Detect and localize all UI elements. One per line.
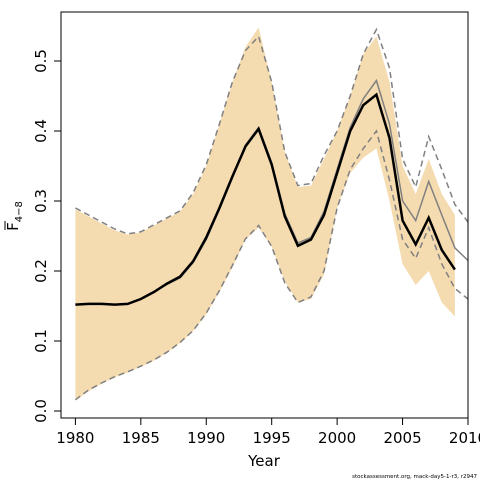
y-tick-label: 0.0 <box>32 399 50 423</box>
previous-upper-ci-line <box>75 27 469 235</box>
plot-frame <box>60 11 469 419</box>
footnote: stockassessment.org, mack-day5-1-r3, r29… <box>352 474 477 480</box>
x-tick-label: 2000 <box>318 429 356 447</box>
y-axis-title-sub: 4−8 <box>14 201 25 222</box>
x-tick-label: 1995 <box>253 429 291 447</box>
x-tick-label: 1985 <box>122 429 160 447</box>
y-tick-label: 0.1 <box>32 329 50 353</box>
x-axis-title: Year <box>247 452 281 470</box>
previous-lower-ci-line <box>74 129 469 401</box>
y-tick-label: 0.5 <box>32 49 50 73</box>
y-tick-label: 0.4 <box>32 119 50 143</box>
y-tick-label: 0.3 <box>32 189 50 213</box>
y-tick-label: 0.2 <box>32 259 50 283</box>
estimate-line <box>75 92 456 306</box>
svg-text:F4−8: F4−8 <box>4 201 25 231</box>
y-axis-title: F4−8 <box>4 201 25 231</box>
x-tick-label: 1990 <box>187 429 225 447</box>
x-tick-label: 1980 <box>56 429 94 447</box>
y-axis-title-main: F <box>4 222 22 231</box>
confidence-band <box>75 27 455 401</box>
x-tick-label: 2005 <box>383 429 421 447</box>
